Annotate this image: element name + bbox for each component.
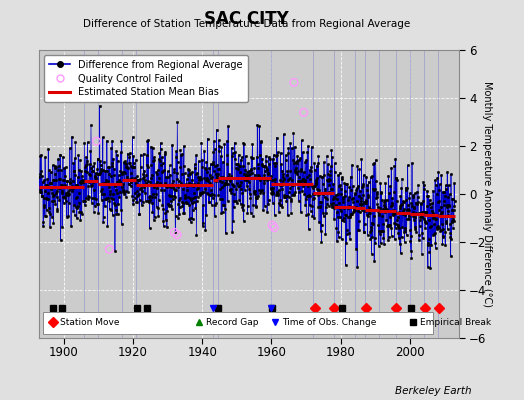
Legend: Difference from Regional Average, Quality Control Failed, Estimated Station Mean: Difference from Regional Average, Qualit… [44, 55, 247, 102]
Y-axis label: Monthly Temperature Anomaly Difference (°C): Monthly Temperature Anomaly Difference (… [482, 81, 492, 307]
Text: Time of Obs. Change: Time of Obs. Change [282, 318, 376, 327]
Point [290, 79, 298, 86]
Point [268, 222, 276, 228]
Text: Station Move: Station Move [60, 318, 119, 327]
Point [92, 138, 101, 144]
Text: Empirical Break: Empirical Break [420, 318, 492, 327]
Point [170, 229, 179, 236]
Point [105, 246, 114, 252]
Text: Berkeley Earth: Berkeley Earth [395, 386, 472, 396]
Point [299, 109, 308, 116]
Point [173, 232, 181, 238]
Text: SAC CITY: SAC CITY [204, 10, 289, 28]
Point [270, 224, 278, 231]
Text: Difference of Station Temperature Data from Regional Average: Difference of Station Temperature Data f… [83, 19, 410, 29]
Text: Record Gap: Record Gap [205, 318, 258, 327]
FancyBboxPatch shape [43, 312, 433, 334]
